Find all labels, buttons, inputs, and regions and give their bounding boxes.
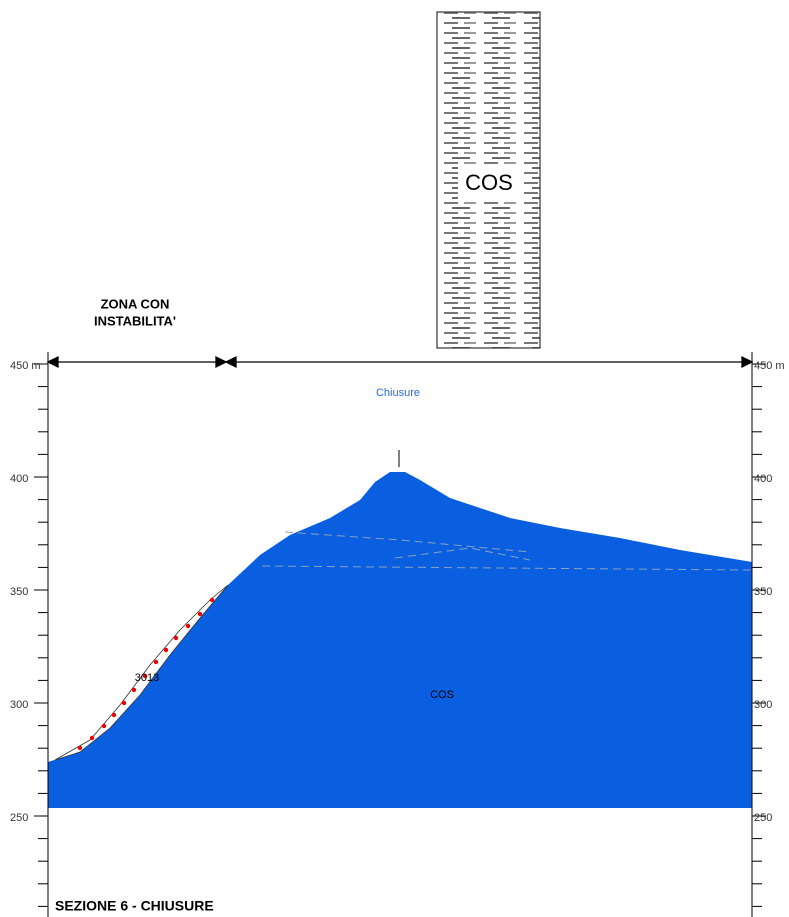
extent-arrows	[46, 355, 754, 369]
tick-label: 450 m	[754, 360, 785, 372]
tick-label: 250	[10, 812, 28, 824]
landslide	[54, 584, 229, 761]
tick-label: 400	[754, 473, 772, 485]
tick-label: 350	[754, 586, 772, 598]
legend-label-bg	[458, 166, 520, 200]
landslide-label: 3013	[135, 672, 159, 684]
title: SEZIONE 6 - CHIUSURE	[55, 898, 214, 914]
legend-label: COS	[465, 170, 513, 195]
tick-label: 250	[754, 812, 772, 824]
zone-label: INSTABILITA'	[94, 313, 176, 328]
tick-label: 300	[754, 699, 772, 711]
zone-label: ZONA CON	[101, 296, 170, 311]
tick-label: 450 m	[10, 360, 41, 372]
formation	[48, 472, 752, 808]
tick-label: 350	[10, 586, 28, 598]
tick-label: 400	[10, 473, 28, 485]
landslide-dots	[77, 597, 215, 751]
contacts	[261, 531, 753, 571]
legend-column: COS	[436, 11, 541, 349]
axis-ticks: 450 m 400 350 300 250 450 m 400 350 300 250	[10, 360, 785, 907]
arrow-heads	[46, 355, 754, 369]
section-label: Chiusure	[376, 387, 420, 399]
tick-label: 300	[10, 699, 28, 711]
formation-label: COS	[430, 689, 454, 701]
